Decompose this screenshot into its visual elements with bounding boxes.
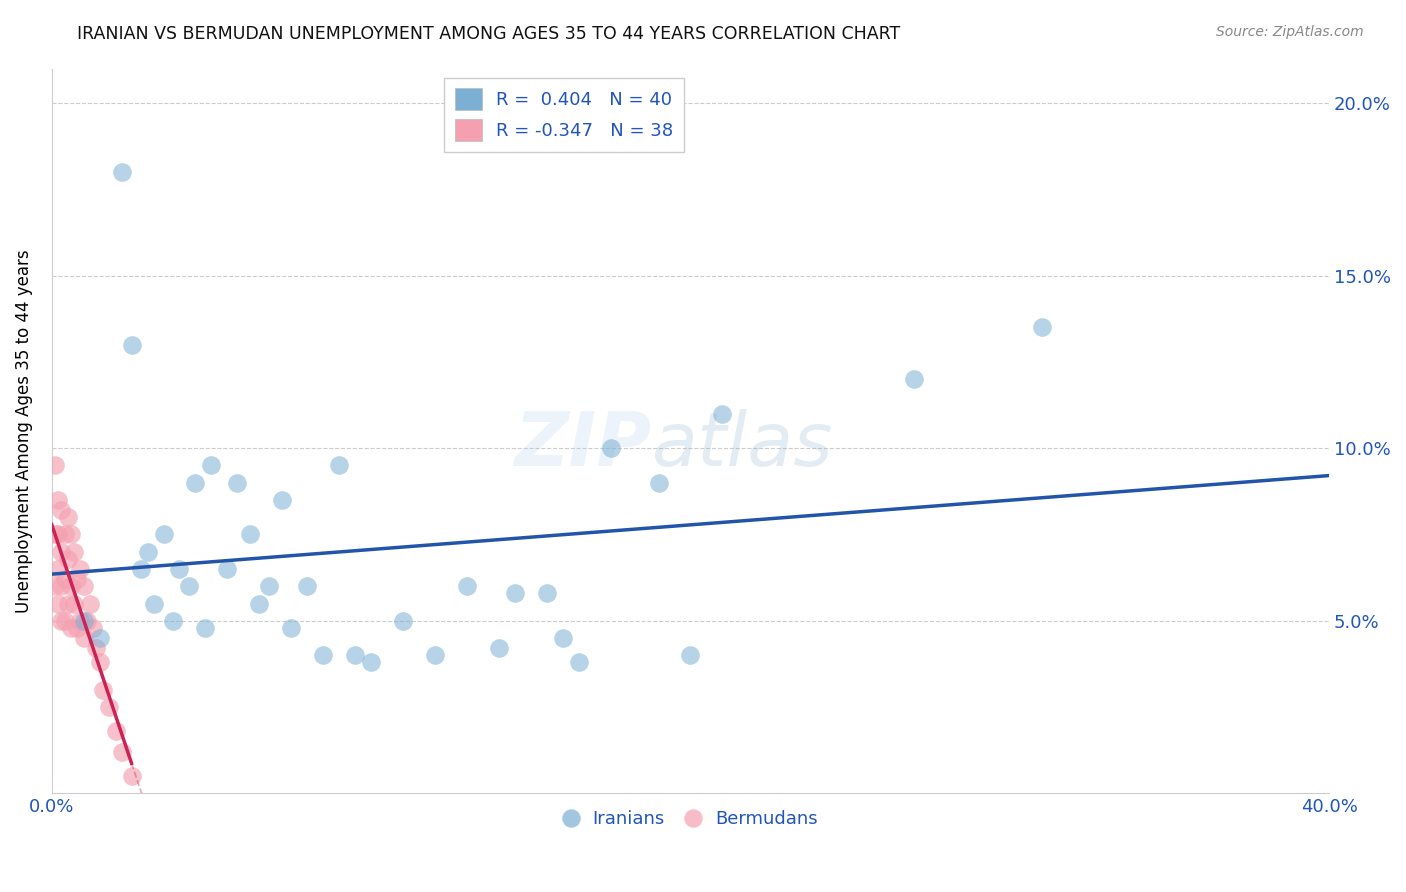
Point xyxy=(488,641,510,656)
Point xyxy=(73,579,96,593)
Point xyxy=(503,586,526,600)
Point xyxy=(903,372,925,386)
Point xyxy=(344,648,367,663)
Point xyxy=(73,631,96,645)
Point xyxy=(257,579,280,593)
Point xyxy=(169,562,191,576)
Point xyxy=(200,458,222,473)
Point xyxy=(56,551,79,566)
Point xyxy=(142,597,165,611)
Point xyxy=(51,545,73,559)
Point xyxy=(423,648,446,663)
Point xyxy=(328,458,350,473)
Point xyxy=(239,527,262,541)
Point xyxy=(1031,320,1053,334)
Text: Source: ZipAtlas.com: Source: ZipAtlas.com xyxy=(1216,25,1364,39)
Point xyxy=(98,700,121,714)
Point xyxy=(312,648,335,663)
Point xyxy=(86,641,108,656)
Point xyxy=(63,597,86,611)
Point xyxy=(53,527,76,541)
Point xyxy=(66,621,89,635)
Point xyxy=(711,407,734,421)
Point xyxy=(111,165,134,179)
Text: ZIP: ZIP xyxy=(515,409,652,482)
Point xyxy=(297,579,319,593)
Point xyxy=(136,545,159,559)
Point xyxy=(82,621,104,635)
Point xyxy=(44,579,66,593)
Point xyxy=(270,492,292,507)
Point xyxy=(69,562,91,576)
Point xyxy=(63,545,86,559)
Point xyxy=(247,597,270,611)
Point xyxy=(217,562,239,576)
Point xyxy=(599,441,621,455)
Point xyxy=(46,492,69,507)
Point xyxy=(456,579,478,593)
Point xyxy=(280,621,302,635)
Point xyxy=(44,458,66,473)
Point xyxy=(226,475,249,490)
Point xyxy=(177,579,200,593)
Text: IRANIAN VS BERMUDAN UNEMPLOYMENT AMONG AGES 35 TO 44 YEARS CORRELATION CHART: IRANIAN VS BERMUDAN UNEMPLOYMENT AMONG A… xyxy=(77,25,901,43)
Point xyxy=(51,614,73,628)
Point xyxy=(162,614,184,628)
Point xyxy=(89,631,111,645)
Point xyxy=(121,769,143,783)
Text: atlas: atlas xyxy=(652,409,834,482)
Point xyxy=(679,648,702,663)
Point xyxy=(53,572,76,586)
Point xyxy=(551,631,574,645)
Point xyxy=(73,614,96,628)
Point xyxy=(44,527,66,541)
Point xyxy=(59,621,82,635)
Legend: Iranians, Bermudans: Iranians, Bermudans xyxy=(555,803,825,835)
Point xyxy=(59,527,82,541)
Point xyxy=(51,503,73,517)
Point xyxy=(56,510,79,524)
Point xyxy=(89,655,111,669)
Point xyxy=(51,579,73,593)
Point xyxy=(46,527,69,541)
Point xyxy=(76,614,98,628)
Point xyxy=(46,562,69,576)
Point xyxy=(129,562,152,576)
Point xyxy=(69,614,91,628)
Point xyxy=(79,597,101,611)
Point xyxy=(104,724,127,739)
Point xyxy=(360,655,382,669)
Point xyxy=(647,475,669,490)
Point xyxy=(46,597,69,611)
Point xyxy=(392,614,415,628)
Y-axis label: Unemployment Among Ages 35 to 44 years: Unemployment Among Ages 35 to 44 years xyxy=(15,249,32,613)
Point xyxy=(53,614,76,628)
Point xyxy=(568,655,591,669)
Point xyxy=(536,586,558,600)
Point xyxy=(194,621,217,635)
Point xyxy=(59,579,82,593)
Point xyxy=(66,572,89,586)
Point xyxy=(152,527,174,541)
Point xyxy=(91,682,114,697)
Point xyxy=(56,597,79,611)
Point xyxy=(121,337,143,351)
Point xyxy=(111,745,134,759)
Point xyxy=(184,475,207,490)
